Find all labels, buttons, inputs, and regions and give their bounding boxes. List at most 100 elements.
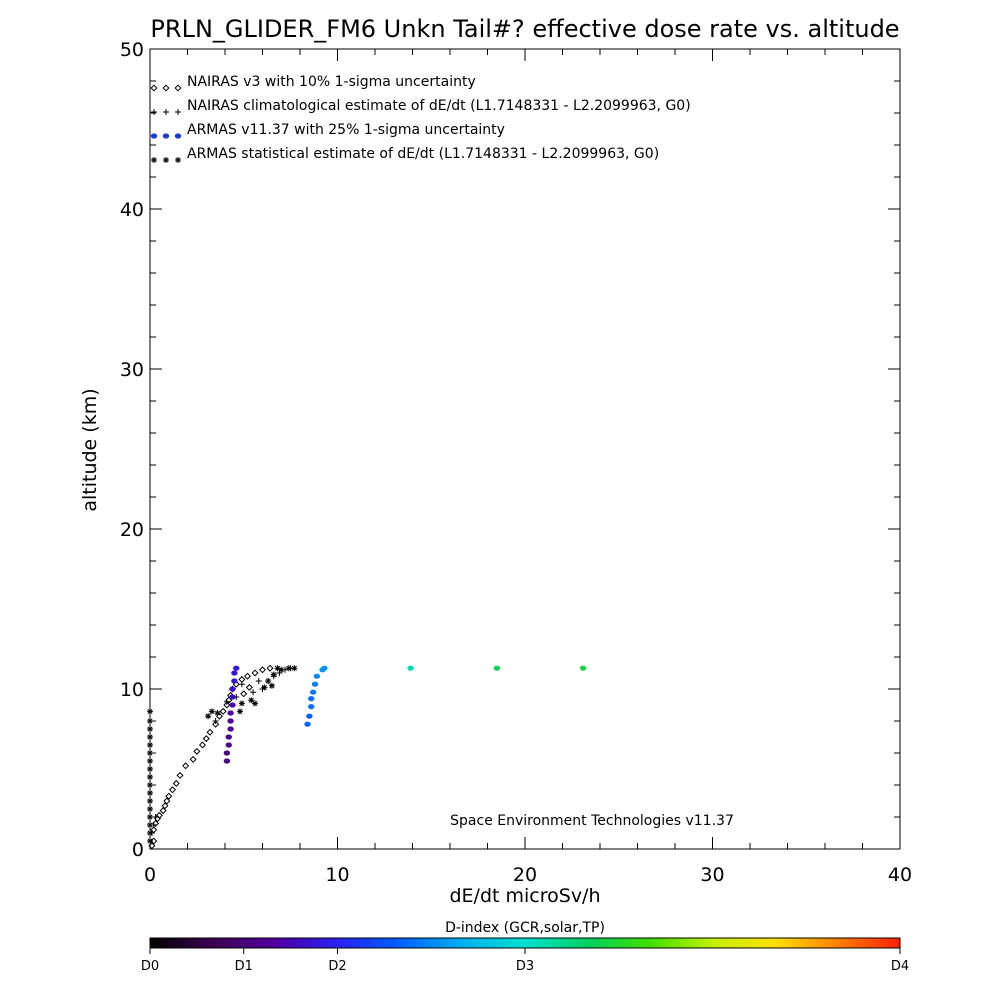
colorbar-tick-label: D4	[891, 959, 909, 974]
asterisk-point	[261, 684, 268, 691]
legend-label: ARMAS statistical estimate of dE/dt (L1.…	[187, 146, 659, 162]
diamond-point	[258, 666, 267, 674]
dot-point	[225, 734, 232, 740]
dot-point	[493, 665, 501, 671]
asterisk-point	[147, 718, 153, 724]
plus-point	[212, 718, 219, 724]
legend-dot-icon	[150, 133, 158, 139]
legend-asterisk-icon	[163, 157, 169, 163]
diamond-point	[193, 747, 201, 755]
asterisk-point	[147, 814, 153, 820]
dot-point	[579, 665, 587, 671]
plus-point	[238, 681, 245, 688]
asterisk-point	[147, 798, 153, 804]
diamond-point	[198, 741, 207, 749]
dot-point	[313, 673, 321, 679]
asterisk-point	[147, 726, 153, 732]
axis-ticks: 0 10 20 30 40 0 10 20 30 40 50	[120, 39, 912, 886]
legend: NAIRAS v3 with 10% 1-sigma uncertainty NA…	[150, 74, 691, 163]
y-tick-label: 30	[120, 359, 144, 381]
plot-border	[149, 48, 901, 850]
y-tick-label: 40	[120, 199, 144, 221]
credit-text: Space Environment Technologies v11.37	[450, 813, 734, 829]
asterisk-point	[147, 774, 153, 780]
y-tick-label: 50	[120, 39, 144, 61]
dot-point	[223, 750, 231, 756]
dot-point	[308, 704, 315, 710]
asterisk-point	[291, 665, 298, 672]
dot-point	[229, 702, 236, 708]
legend-plus-icon	[175, 109, 181, 115]
dot-point	[229, 686, 236, 692]
asterisk-point	[147, 790, 153, 796]
legend-dot-icon	[174, 133, 182, 139]
legend-label: ARMAS v11.37 with 25% 1-sigma uncertaint…	[187, 122, 505, 138]
diamond-point	[168, 786, 177, 794]
asterisk-point	[147, 742, 153, 748]
colorbar-tick-label: D0	[141, 959, 159, 974]
asterisk-point	[147, 766, 153, 772]
legend-asterisk-icon	[175, 157, 181, 163]
asterisk-point	[285, 665, 292, 672]
colorbar-tick-label: D1	[235, 959, 253, 974]
asterisk-point	[265, 678, 272, 684]
legend-plus-icon	[151, 109, 157, 115]
colorbar-label: D-index (GCR,solar,TP)	[445, 920, 605, 936]
asterisk-point	[147, 838, 153, 844]
plot-frame	[149, 48, 901, 850]
diamond-point	[155, 811, 163, 819]
diamond-point	[206, 728, 214, 736]
legend-diamond-icon	[174, 84, 182, 92]
asterisk-point	[237, 708, 243, 715]
legend-label: NAIRAS climatological estimate of dE/dt …	[187, 98, 691, 114]
series-asterisk	[147, 665, 298, 844]
diamond-point	[219, 707, 227, 715]
x-tick-label: 0	[144, 864, 156, 886]
legend-diamond-icon	[162, 84, 170, 92]
asterisk-point	[268, 682, 275, 689]
dot-point	[227, 718, 234, 724]
diamond-point	[202, 735, 210, 743]
asterisk-point	[147, 734, 153, 740]
diamond-point	[172, 779, 180, 787]
diamond-point	[165, 792, 173, 800]
legend-asterisk-icon	[151, 157, 157, 163]
colorbar	[149, 937, 901, 949]
asterisk-point	[147, 708, 153, 715]
dot-point	[407, 665, 414, 671]
series-plus	[148, 665, 294, 836]
diamond-point	[212, 720, 220, 728]
asterisk-point	[238, 700, 245, 707]
asterisk-point	[248, 697, 255, 704]
dot-point	[229, 694, 236, 700]
legend-plus-icon	[163, 109, 169, 115]
asterisk-point	[274, 665, 281, 672]
dot-point	[304, 721, 311, 727]
dot-point	[231, 670, 238, 676]
y-axis-label: altitude (km)	[79, 388, 101, 511]
asterisk-point	[147, 782, 153, 788]
colorbar-ticks: D0 D1 D2 D3 D4	[141, 948, 909, 974]
asterisk-point	[208, 708, 215, 715]
x-tick-label: 30	[700, 864, 724, 886]
legend-diamond-icon	[150, 84, 158, 92]
dot-point	[223, 758, 231, 764]
asterisk-point	[205, 713, 212, 720]
series-diamond	[148, 664, 274, 850]
asterisk-point	[252, 700, 258, 707]
diamond-point	[163, 797, 171, 805]
asterisk-point	[214, 710, 221, 716]
asterisk-point	[147, 750, 153, 756]
y-tick-label: 0	[132, 839, 144, 861]
data-points	[147, 664, 587, 850]
x-tick-label: 40	[888, 864, 912, 886]
dot-point	[309, 689, 317, 695]
dot-point	[308, 696, 315, 702]
series-dot	[223, 665, 587, 764]
diamond-point	[266, 664, 274, 672]
dot-point	[306, 713, 313, 719]
asterisk-point	[147, 830, 153, 836]
dot-point	[225, 742, 232, 748]
dot-point	[321, 665, 328, 671]
